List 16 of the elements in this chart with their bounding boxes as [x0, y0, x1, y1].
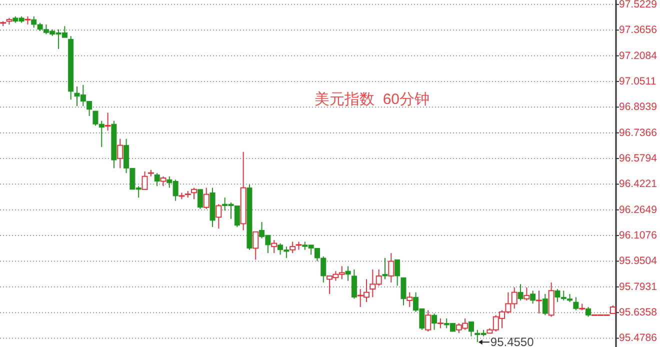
annotation: 95.4550 [490, 335, 534, 347]
ytick: 97.5229 [619, 0, 657, 10]
ytick: 96.4221 [619, 178, 657, 190]
ytick: 95.6358 [619, 306, 657, 319]
ytick: 97.2084 [619, 50, 657, 62]
ytick: 96.1076 [619, 230, 657, 242]
ytick: 95.9504 [619, 255, 657, 268]
ytick: 95.4786 [619, 332, 657, 344]
ytick: 97.0511 [619, 75, 656, 88]
ytick: 96.8939 [619, 101, 657, 114]
ytick: 95.7931 [619, 280, 657, 293]
ytick: 96.2649 [619, 204, 657, 216]
title: 美元指数 60分钟 [314, 91, 430, 108]
ytick: 96.5794 [619, 152, 657, 164]
ytick: 96.7366 [619, 126, 657, 139]
ytick: 97.3656 [619, 24, 657, 36]
